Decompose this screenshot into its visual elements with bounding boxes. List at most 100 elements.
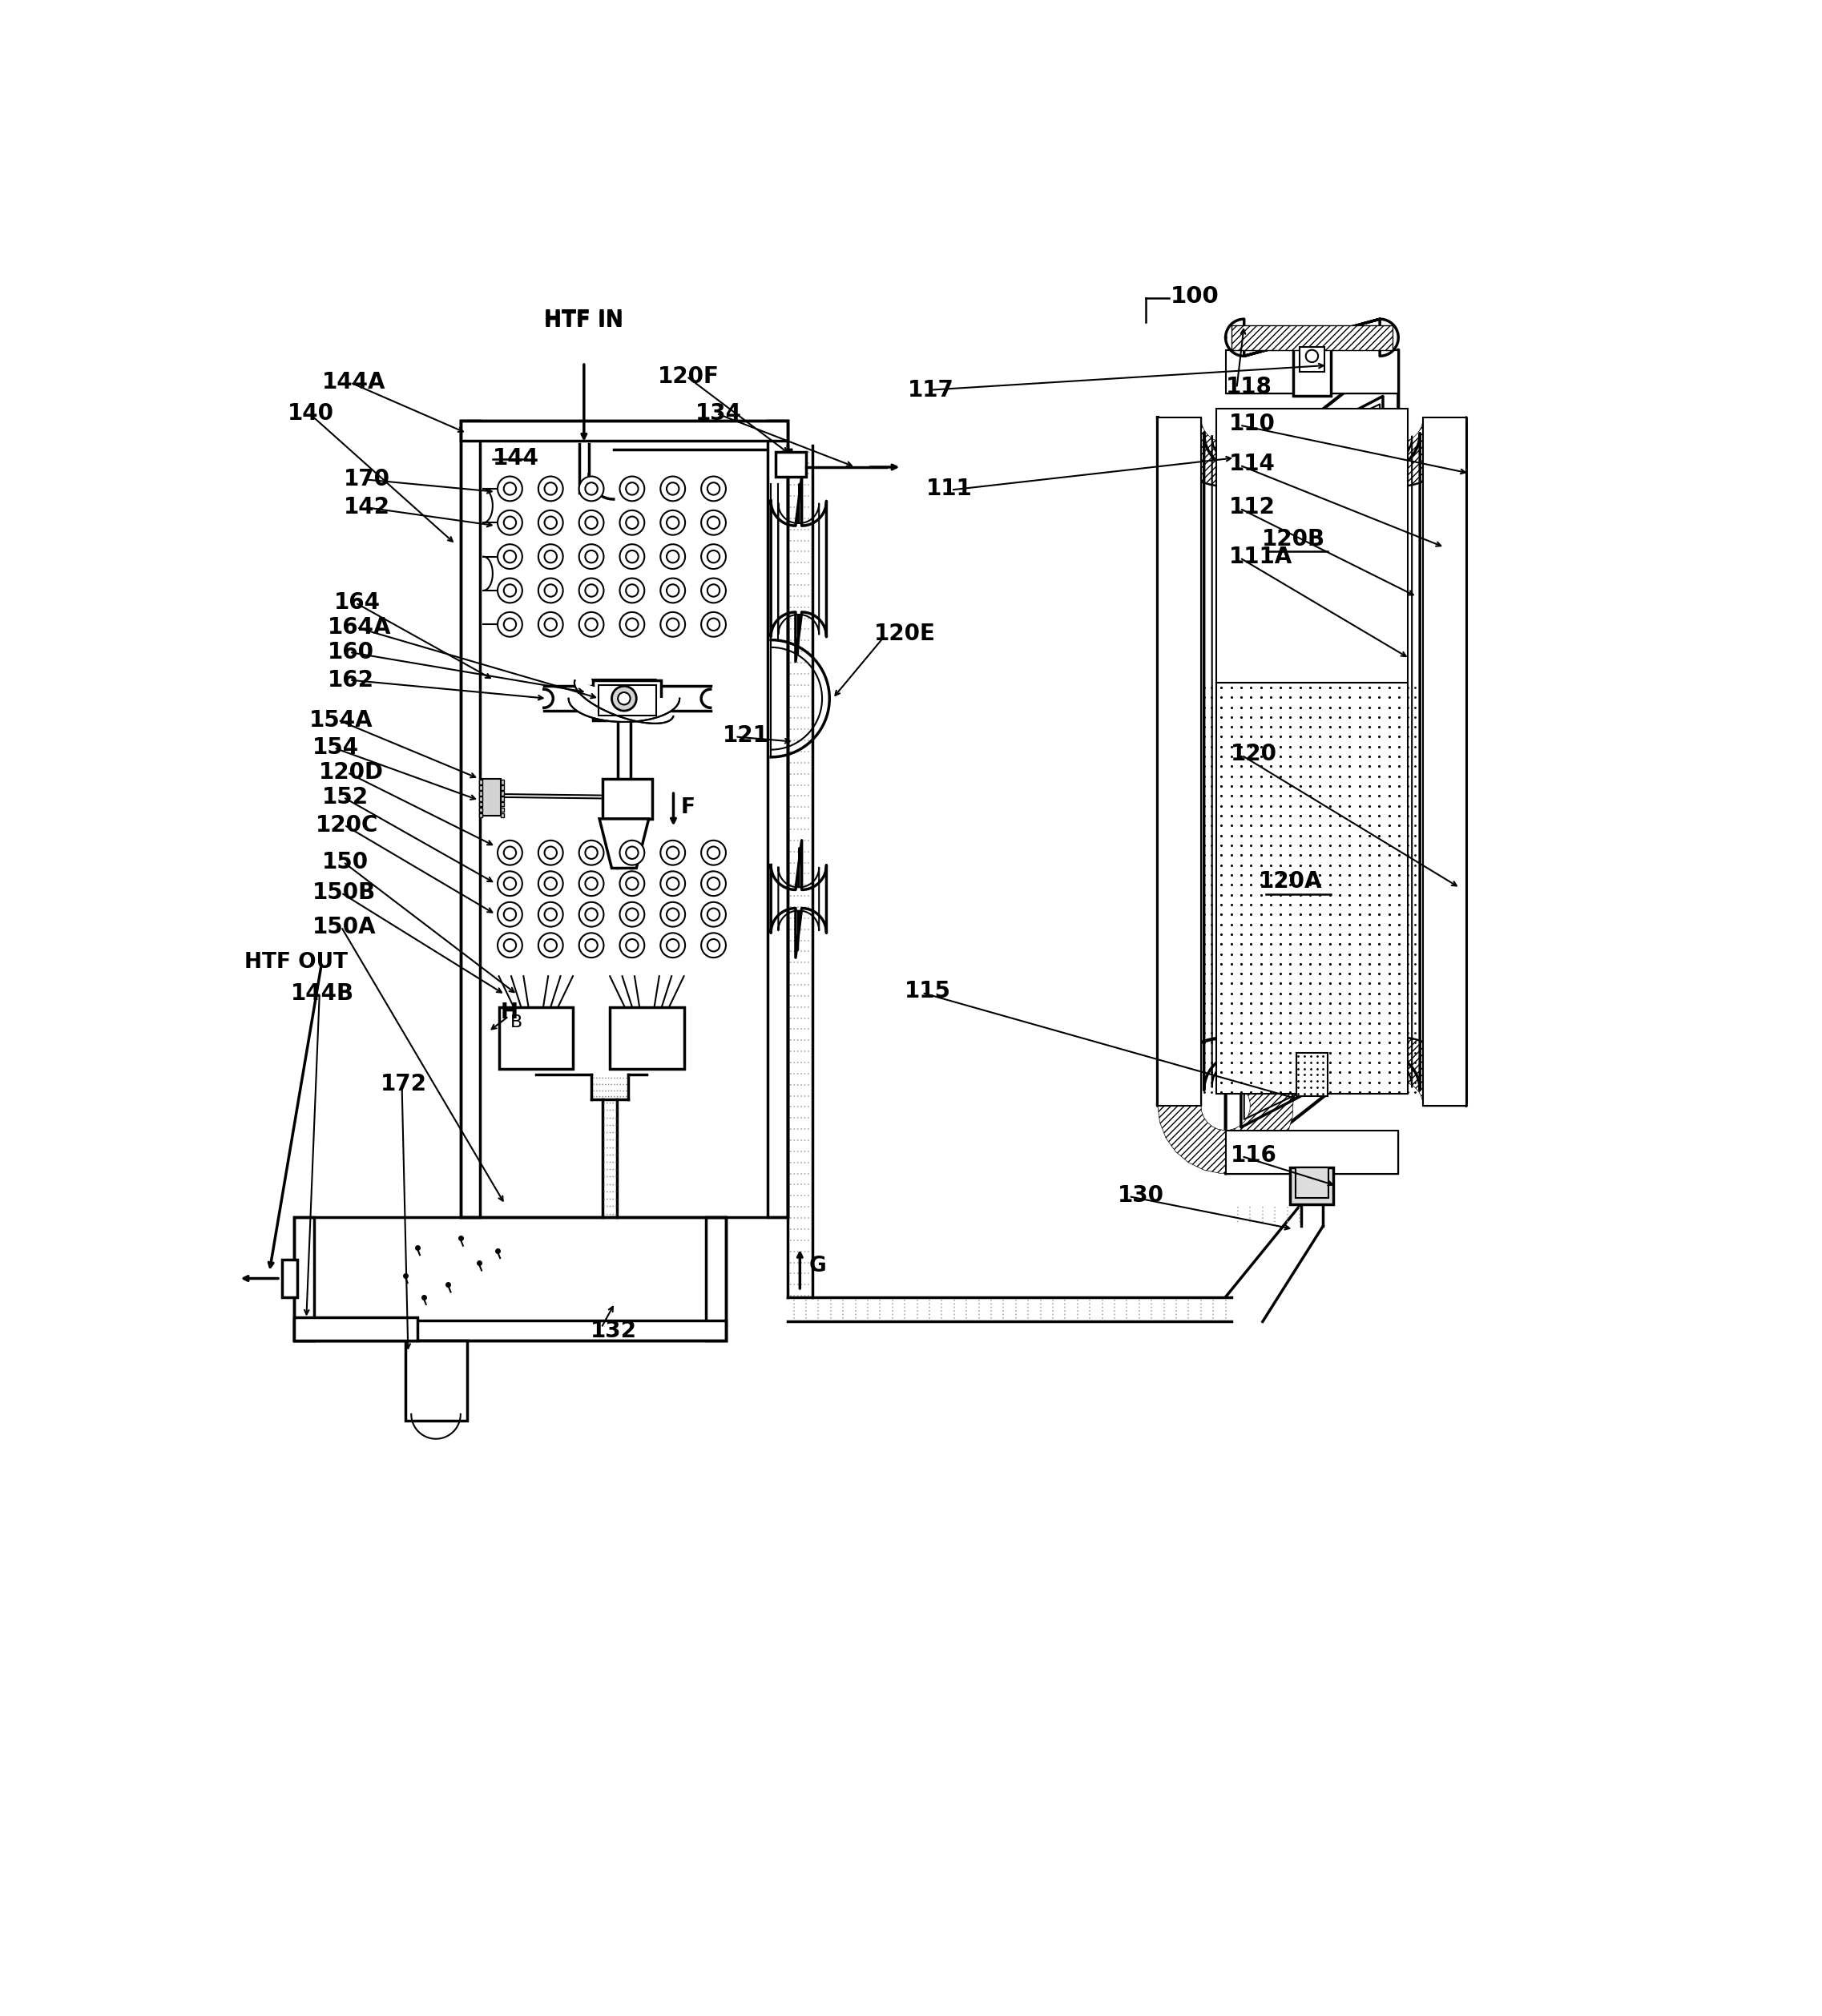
Text: 112: 112 (1228, 496, 1275, 518)
Text: F: F (681, 796, 696, 818)
Polygon shape (599, 818, 649, 869)
Circle shape (667, 939, 680, 952)
Circle shape (579, 841, 603, 865)
Circle shape (707, 939, 720, 952)
Circle shape (660, 901, 685, 927)
Bar (501, 812, 503, 818)
Circle shape (701, 841, 725, 865)
Circle shape (667, 585, 680, 597)
Circle shape (545, 550, 558, 562)
Bar (479, 786, 483, 790)
Circle shape (503, 550, 516, 562)
Circle shape (585, 619, 598, 631)
Circle shape (537, 613, 563, 637)
Circle shape (627, 482, 638, 494)
Circle shape (627, 585, 638, 597)
Bar (461, 421, 481, 1218)
Circle shape (579, 476, 603, 502)
Bar (479, 796, 483, 800)
Text: 150B: 150B (313, 881, 375, 903)
Text: 120D: 120D (319, 762, 384, 784)
Text: 100: 100 (1170, 284, 1219, 306)
Circle shape (707, 847, 720, 859)
Text: 115: 115 (906, 980, 951, 1002)
Bar (293, 1320, 725, 1341)
Circle shape (707, 516, 720, 528)
Circle shape (660, 476, 685, 502)
Text: HTF OUT: HTF OUT (244, 952, 348, 974)
Bar (1299, 347, 1325, 371)
Polygon shape (568, 698, 680, 722)
Bar (1297, 1052, 1328, 1097)
Bar (1295, 1167, 1328, 1198)
Bar (774, 452, 805, 476)
Text: 142: 142 (343, 496, 390, 518)
Circle shape (497, 613, 523, 637)
Circle shape (660, 510, 685, 534)
Bar (598, 685, 656, 716)
Bar (774, 452, 805, 476)
Bar (501, 790, 503, 796)
Circle shape (707, 619, 720, 631)
Circle shape (619, 933, 645, 958)
Bar (707, 1218, 725, 1341)
Circle shape (503, 619, 516, 631)
Bar (1157, 417, 1201, 1105)
Circle shape (497, 579, 523, 603)
Text: 120F: 120F (658, 365, 720, 387)
Text: HTF IN: HTF IN (545, 310, 623, 331)
Polygon shape (1157, 1038, 1294, 1173)
Text: 121: 121 (723, 724, 769, 746)
Circle shape (660, 933, 685, 958)
Text: 114: 114 (1228, 454, 1275, 476)
Circle shape (497, 841, 523, 865)
Circle shape (545, 909, 558, 921)
Bar (461, 421, 787, 442)
Text: 144A: 144A (322, 371, 386, 393)
Text: 160: 160 (328, 641, 374, 663)
Circle shape (667, 516, 680, 528)
Circle shape (619, 841, 645, 865)
Text: G: G (809, 1256, 827, 1276)
Circle shape (537, 901, 563, 927)
Circle shape (537, 579, 563, 603)
Polygon shape (1397, 417, 1467, 486)
Bar (499, 1006, 572, 1068)
Polygon shape (1397, 1038, 1467, 1105)
Circle shape (579, 510, 603, 534)
Text: 164A: 164A (328, 617, 392, 639)
Circle shape (545, 877, 558, 889)
Circle shape (537, 871, 563, 895)
Polygon shape (568, 698, 680, 722)
Circle shape (545, 516, 558, 528)
Bar (479, 802, 483, 806)
Circle shape (585, 550, 598, 562)
Text: 152: 152 (322, 786, 368, 808)
Circle shape (585, 516, 598, 528)
Circle shape (627, 619, 638, 631)
Bar (404, 1341, 466, 1421)
Bar (501, 802, 503, 806)
Circle shape (619, 510, 645, 534)
Bar (404, 1341, 466, 1421)
Circle shape (579, 544, 603, 569)
Bar (501, 796, 503, 800)
Circle shape (537, 476, 563, 502)
Bar (293, 1316, 417, 1341)
Text: 120E: 120E (875, 623, 935, 645)
Bar (282, 1260, 297, 1296)
Circle shape (1306, 351, 1317, 363)
Circle shape (701, 510, 725, 534)
Text: 117: 117 (907, 379, 955, 401)
Text: 120B: 120B (1263, 528, 1325, 550)
Polygon shape (574, 681, 674, 724)
Bar (501, 780, 503, 784)
Circle shape (707, 909, 720, 921)
Circle shape (503, 939, 516, 952)
Text: 150A: 150A (313, 915, 377, 937)
Bar (483, 778, 501, 816)
Circle shape (667, 847, 680, 859)
Circle shape (503, 585, 516, 597)
Circle shape (701, 871, 725, 895)
Bar (1157, 417, 1201, 1105)
